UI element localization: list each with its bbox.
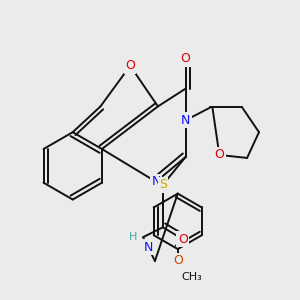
- Text: N: N: [143, 241, 153, 254]
- Text: H: H: [129, 232, 137, 242]
- Text: O: O: [125, 59, 135, 72]
- Text: O: O: [181, 52, 190, 65]
- Text: N: N: [151, 175, 160, 188]
- Text: S: S: [159, 178, 167, 191]
- Text: O: O: [214, 148, 224, 161]
- Text: O: O: [173, 254, 183, 268]
- Text: CH₃: CH₃: [181, 272, 202, 282]
- Text: N: N: [181, 114, 190, 127]
- Text: O: O: [178, 233, 188, 246]
